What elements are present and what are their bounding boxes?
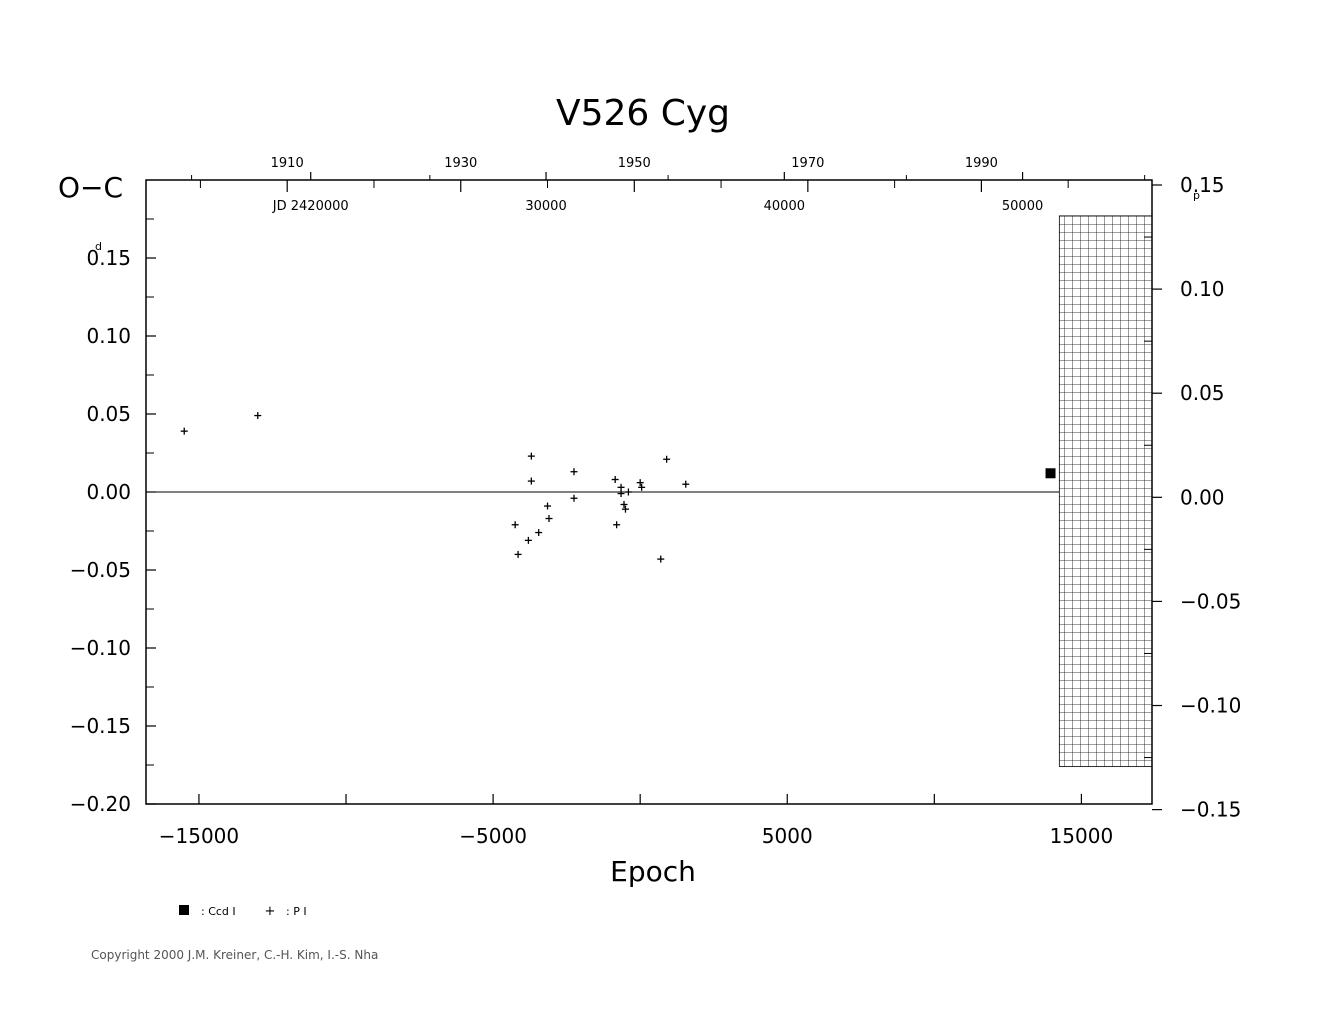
y-tick-label: 0.10	[86, 324, 131, 348]
jd-tick-label: 40000	[764, 199, 805, 214]
jd-tick-label: JD 2420000	[272, 199, 349, 214]
year-tick-label: 1910	[271, 156, 304, 171]
legend-ccd-label: : Ccd I	[201, 905, 236, 918]
y-unit-right: p	[1193, 189, 1200, 202]
data-point-pg	[535, 529, 543, 537]
y-axis-label: O−C	[58, 171, 123, 204]
data-point-pg	[570, 494, 578, 502]
data-point-pg	[657, 555, 665, 563]
data-point-pg	[636, 479, 644, 487]
data-point-pg	[611, 476, 619, 484]
data-point-pg	[682, 480, 690, 488]
data-point-pg	[613, 521, 621, 529]
x-tick-label: 15000	[1050, 824, 1114, 848]
data-point-pg	[663, 455, 671, 463]
data-point-pg	[638, 483, 646, 491]
x-axis-label: Epoch	[610, 855, 696, 888]
year-tick-label: 1950	[618, 156, 651, 171]
legend-pg-marker: +	[265, 904, 276, 919]
data-point-pg	[624, 488, 632, 496]
data-point-pg	[514, 550, 522, 558]
y-tick-label: −0.15	[70, 714, 131, 738]
data-point-pg	[254, 412, 262, 420]
copyright-text: Copyright 2000 J.M. Kreiner, C.-H. Kim, …	[91, 948, 379, 962]
right-y-tick-label: −0.10	[1180, 694, 1241, 718]
data-point-ccd	[1045, 468, 1056, 479]
y-tick-label: 0.15	[86, 246, 131, 270]
legend-pg-label: : P I	[286, 905, 307, 918]
year-tick-label: 1930	[444, 156, 477, 171]
y-tick-label: −0.10	[70, 636, 131, 660]
data-point-pg	[180, 427, 188, 435]
jd-tick-label: 30000	[525, 199, 566, 214]
data-point-pg	[545, 515, 553, 523]
right-y-tick-label: 0.10	[1180, 277, 1225, 301]
y-tick-label: −0.05	[70, 558, 131, 582]
data-point-pg	[621, 505, 629, 513]
year-tick-label: 1990	[965, 156, 998, 171]
data-point-pg	[524, 536, 532, 544]
data-point-pg	[620, 500, 628, 508]
y-tick-label: −0.20	[70, 792, 131, 816]
legend: : Ccd I + : P I	[179, 904, 307, 919]
y-tick-label: 0.00	[86, 480, 131, 504]
right-y-tick-label: 0.00	[1180, 485, 1225, 509]
jd-tick-label: 50000	[1002, 199, 1043, 214]
right-y-tick-label: −0.05	[1180, 589, 1241, 613]
right-y-tick-label: −0.15	[1180, 798, 1241, 822]
y-tick-label: 0.05	[86, 402, 131, 426]
legend-ccd-marker	[179, 905, 189, 915]
data-point-pg	[527, 452, 535, 460]
x-tick-label: 5000	[762, 824, 813, 848]
data-point-pg	[511, 521, 519, 529]
right-y-tick-label: 0.05	[1180, 381, 1225, 405]
x-tick-label: −5000	[459, 824, 527, 848]
data-point-pg	[544, 502, 552, 510]
data-point-pg	[527, 477, 535, 485]
data-point-pg	[570, 468, 578, 476]
x-tick-label: −15000	[159, 824, 239, 848]
right-y-tick-label: 0.15	[1180, 173, 1225, 197]
chart-title: V526 Cyg	[556, 93, 730, 134]
data-point-pg	[617, 490, 625, 498]
data-point-pg	[617, 483, 625, 491]
year-tick-label: 1970	[791, 156, 824, 171]
y-unit-left: d	[95, 240, 102, 253]
shaded-grid-region	[1058, 215, 1153, 767]
